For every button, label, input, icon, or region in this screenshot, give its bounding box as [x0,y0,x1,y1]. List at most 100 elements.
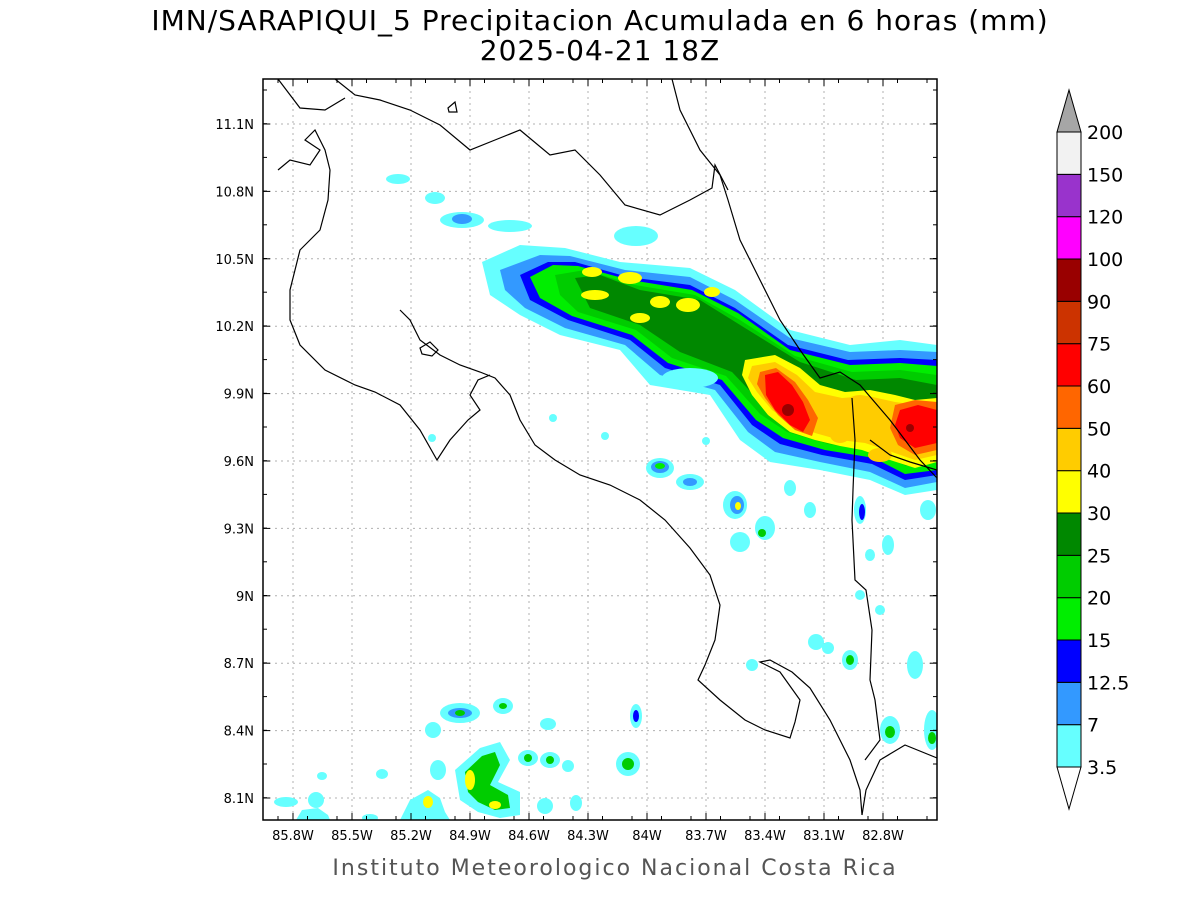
lat-tick-label: 10.5N [215,253,254,268]
precip-cell [662,368,718,388]
colorbar-label: 7 [1087,715,1099,737]
colorbar-swatch [1056,597,1082,641]
lat-tick-label: 8.4N [224,725,254,740]
precip-cell [633,710,639,722]
pacific-coast-north [277,128,491,462]
map-title: IMN/SARAPIQUI_5 Precipitacion Acumulada … [151,4,1049,37]
frame-ticks [263,79,937,820]
precip-cell [430,760,446,780]
precip-cell [489,801,501,809]
precip-cell [804,502,816,518]
colorbar-swatch [1056,639,1082,683]
precip-cell [465,752,510,810]
nicaragua-lake-shore [277,79,346,111]
precip-cell [562,760,574,772]
lat-tick-label: 9.9N [224,388,254,403]
colorbar-swatch [1056,216,1082,260]
precip-cell [488,220,532,232]
nicoya-island [419,341,439,357]
colorbar-label: 30 [1087,503,1111,525]
latitude-axis-labels: 11.1N 10.8N 10.5N 10.2N 9.9N 9.6N 9.3N 9N 8.7N 8.… [215,118,254,807]
precip-cell [758,529,766,537]
colorbar-label: 200 [1087,122,1123,144]
panama-border [851,397,881,761]
map-datetime: 2025-04-21 18Z [479,34,721,67]
lon-tick-label: 83.7W [685,829,727,844]
colorbar-label: 75 [1087,334,1111,356]
precip-cell [425,192,445,204]
colorbar-swatch [1056,470,1082,514]
precip-cell [362,814,378,820]
precip-core-30 [676,298,700,312]
lat-tick-label: 9N [236,590,254,605]
precip-cell [317,772,327,780]
lat-tick-label: 9.3N [224,522,254,537]
colorbar-over-arrow [1056,88,1082,133]
precip-cell [808,634,824,650]
precip-cell [386,174,410,184]
precip-core-60 [895,405,937,448]
coastline [277,79,937,816]
colorbar-swatch [1056,258,1082,302]
colorbar: 3.5 7 12.5 15 20 25 30 40 50 60 75 90 100 120 150 200 [1056,88,1129,811]
colorbar-swatch [1056,385,1082,429]
colorbar-label: 25 [1087,545,1111,567]
colorbar-label: 90 [1087,291,1111,313]
precip-cell [601,432,609,440]
colorbar-swatch [1056,173,1082,218]
colorbar-label: 12.5 [1087,672,1129,694]
panama-coast [861,744,937,816]
precip-cell [882,535,894,555]
precip-cell [546,756,554,764]
precip-cell [755,516,775,540]
precip-core-90 [782,404,794,416]
bocas-coast [869,439,937,471]
colorbar-swatch [1056,300,1082,345]
precipitation-field [274,174,937,820]
precip-cell [455,710,465,716]
lon-tick-label: 85.8W [272,829,314,844]
precip-cell [537,798,553,814]
colorbar-label: 100 [1087,249,1123,271]
lon-tick-label: 83.1W [803,829,845,844]
colorbar-swatch [1056,343,1082,387]
lat-tick-label: 10.8N [215,185,254,200]
lon-tick-label: 85.2W [390,829,432,844]
colorbar-label: 3.5 [1087,757,1117,779]
map-frame [262,78,938,821]
colorbar-swatch [1056,681,1082,726]
precip-cell [524,754,532,762]
precip-cell [274,797,298,807]
precip-core-40 [868,448,892,462]
precip-core-90 [906,424,914,432]
precip-cell [920,500,936,520]
precip-cell [425,722,441,738]
precip-cell [570,795,582,811]
lon-tick-label: 82.8W [862,829,904,844]
precip-cell [784,480,796,496]
longitude-axis-labels: 85.8W 85.5W 85.2W 84.9W 84.6W 84.3W 84W 83.7W 83… [272,829,904,844]
colorbar-swatch [1056,427,1082,472]
precip-cell [702,437,710,445]
colorbar-swatch [1056,512,1082,556]
lat-tick-label: 10.2N [215,320,254,335]
colorbar-under-arrow [1056,766,1082,811]
colorbar-label: 50 [1087,418,1111,440]
precip-core-30 [704,287,720,297]
colorbar-label: 40 [1087,461,1111,483]
colorbar-swatch [1056,131,1082,175]
precip-cell [907,651,923,679]
precip-core-30 [630,313,650,323]
colorbar-swatch [1056,554,1082,599]
lat-tick-label: 8.1N [224,792,254,807]
colorbar-label: 15 [1087,630,1111,652]
precip-cell [746,659,758,671]
lon-tick-label: 84W [632,829,662,844]
lon-tick-label: 84.3W [567,829,609,844]
precip-cell [428,434,436,442]
precip-cell [865,549,875,561]
precip-cell [622,758,634,770]
precip-core-30 [618,272,642,284]
precip-core-40 [846,395,874,415]
lat-tick-label: 8.7N [224,657,254,672]
